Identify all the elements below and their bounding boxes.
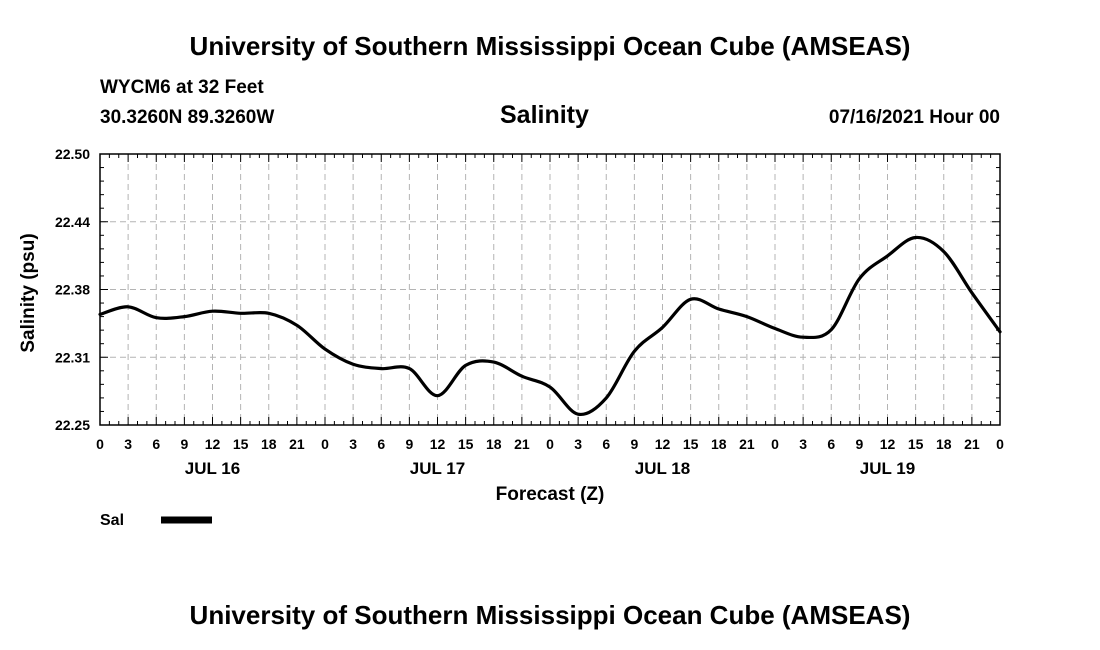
y-tick-label: 22.25 (55, 417, 90, 433)
day-label: JUL 16 (185, 459, 240, 478)
variable-title: Salinity (500, 101, 589, 129)
x-tick-label: 21 (739, 436, 755, 452)
x-tick-label: 3 (349, 436, 357, 452)
x-tick-label: 18 (936, 436, 952, 452)
plot-frame (99, 153, 1001, 426)
x-tick-label: 12 (205, 436, 221, 452)
x-tick-label: 15 (458, 436, 474, 452)
chart-title-bottom: University of Southern Mississippi Ocean… (189, 600, 911, 630)
x-tick-label: 18 (261, 436, 277, 452)
grid-lines (100, 154, 1000, 425)
x-tick-label: 21 (964, 436, 980, 452)
x-tick-label: 6 (827, 436, 835, 452)
x-tick-label: 18 (486, 436, 502, 452)
x-tick-label: 6 (602, 436, 610, 452)
x-tick-label: 21 (289, 436, 305, 452)
y-tick-label: 22.31 (55, 349, 90, 365)
x-tick-label: 18 (711, 436, 727, 452)
x-tick-label: 0 (321, 436, 329, 452)
x-tick-label: 6 (152, 436, 160, 452)
x-tick-label: 12 (430, 436, 446, 452)
series-line-sal (98, 235, 1002, 417)
y-axis-title: Salinity (psu) (18, 233, 39, 352)
forecast-datetime: 07/16/2021 Hour 00 (828, 107, 1000, 128)
y-tick-label: 22.38 (55, 282, 90, 298)
x-tick-label: 12 (880, 436, 896, 452)
x-tick-label: 0 (96, 436, 104, 452)
x-tick-label: 0 (996, 436, 1004, 452)
x-tick-label: 21 (514, 436, 530, 452)
x-tick-label: 6 (377, 436, 385, 452)
x-tick-label: 9 (855, 436, 863, 452)
x-tick-label: 12 (655, 436, 671, 452)
day-label: JUL 17 (410, 459, 465, 478)
x-tick-label: 9 (630, 436, 638, 452)
y-tick-label: 22.50 (55, 146, 90, 162)
coordinates-label: 30.3260N 89.3260W (100, 107, 275, 128)
x-tick-label: 0 (771, 436, 779, 452)
legend-label-sal: Sal (100, 512, 124, 529)
day-label: JUL 18 (635, 459, 690, 478)
x-tick-label: 9 (180, 436, 188, 452)
x-tick-label: 9 (405, 436, 413, 452)
x-tick-label: 3 (799, 436, 807, 452)
x-tick-label: 15 (233, 436, 249, 452)
x-tick-label: 15 (683, 436, 699, 452)
chart-title-top: University of Southern Mississippi Ocean… (189, 31, 911, 61)
x-tick-label: 3 (574, 436, 582, 452)
x-tick-label: 15 (908, 436, 924, 452)
day-label: JUL 19 (860, 459, 915, 478)
station-label: WYCM6 at 32 Feet (100, 77, 264, 98)
x-tick-label: 3 (124, 436, 132, 452)
x-axis-title: Forecast (Z) (496, 484, 605, 505)
x-tick-label: 0 (546, 436, 554, 452)
y-tick-label: 22.44 (55, 214, 90, 230)
